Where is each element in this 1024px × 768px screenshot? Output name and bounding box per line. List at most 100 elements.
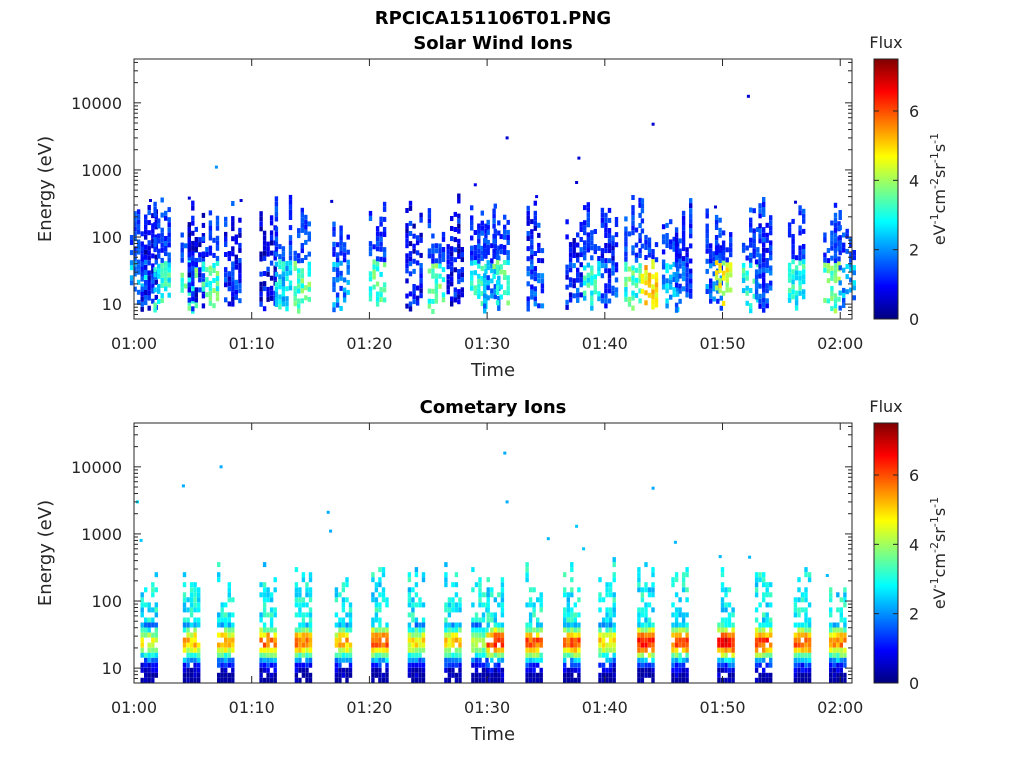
spectrogram-cell — [217, 617, 221, 623]
spectrogram-cell — [490, 288, 494, 294]
spectrogram-cell — [278, 304, 282, 310]
spectrogram-cell — [297, 258, 301, 264]
spectrogram-cell — [144, 249, 148, 255]
spectrogram-cell — [385, 647, 389, 653]
spectrogram-cell — [450, 281, 454, 287]
spectrogram-cell — [573, 632, 577, 638]
spectrogram-cell — [151, 637, 155, 643]
spectrogram-cell — [532, 652, 536, 658]
spectrogram-cell — [716, 288, 720, 294]
spectrogram-cell — [566, 602, 570, 608]
spectrogram-cell — [533, 286, 537, 292]
spectrogram-cell — [193, 647, 197, 653]
spectrogram-cell — [758, 637, 762, 643]
spectrogram-cell — [503, 275, 507, 280]
spectrogram-cell — [678, 597, 682, 603]
spectrogram-cell — [421, 632, 426, 638]
spectrogram-cell — [506, 235, 510, 240]
spectrogram-cell — [308, 592, 313, 598]
spectrogram-cell — [136, 214, 141, 220]
spectrogram-cell — [533, 276, 537, 282]
spectrogram-cell — [227, 672, 231, 678]
spectrogram-cell — [187, 305, 191, 311]
spectrogram-cell — [624, 231, 628, 237]
spectrogram-cell — [164, 286, 168, 292]
spectrogram-cell — [419, 212, 423, 218]
spectrogram-cell — [685, 272, 689, 278]
spectrogram-cell — [381, 642, 386, 648]
spectrogram-cell — [762, 592, 766, 598]
spectrogram-cell — [412, 294, 416, 299]
spectrogram-cell — [661, 279, 666, 285]
spectrogram-cell — [731, 622, 735, 628]
spectrogram-cell — [478, 617, 482, 623]
spectrogram-cell — [493, 652, 497, 658]
spectrogram-cell — [140, 592, 144, 598]
spectrogram-cell — [525, 657, 529, 663]
spectrogram-cell — [262, 677, 267, 683]
spectrogram-cell — [305, 677, 309, 683]
spectrogram-cell — [506, 290, 510, 296]
spectrogram-cell — [486, 229, 490, 235]
spectrogram-cell — [189, 622, 194, 628]
spectrogram-cell — [151, 592, 155, 598]
spectrogram-cell — [154, 572, 158, 578]
spectrogram-cell — [332, 221, 336, 227]
spectrogram-cell — [537, 303, 541, 309]
spectrogram-cell — [807, 627, 812, 633]
spectrogram-cell — [640, 208, 645, 214]
spectrogram-cell — [758, 228, 762, 234]
spectrogram-cell — [273, 642, 277, 648]
spectrogram-cell — [381, 632, 386, 638]
spectrogram-cell — [674, 232, 679, 238]
spectrogram-cell — [568, 292, 573, 298]
spectrogram-cell — [375, 281, 380, 287]
spectrogram-cell — [579, 292, 583, 298]
spectrogram-cell — [278, 274, 282, 280]
spectrogram-cell — [335, 252, 340, 258]
spectrogram-cell — [259, 301, 263, 307]
y-tick-label: 100 — [91, 228, 122, 247]
spectrogram-cell — [829, 662, 833, 668]
spectrogram-cell — [674, 262, 679, 268]
spectrogram-cell — [678, 642, 682, 648]
spectrogram-cell — [717, 662, 721, 668]
spectrogram-cell — [605, 672, 609, 678]
spectrogram-cell — [186, 657, 190, 663]
spectrogram-cell — [224, 667, 228, 673]
spectrogram-cell — [532, 657, 536, 663]
spectrogram-cell — [160, 293, 164, 299]
spectrogram-cell — [486, 607, 490, 613]
spectrogram-cell — [133, 236, 137, 242]
spectrogram-cell — [144, 280, 148, 285]
spectrogram-cell — [285, 301, 289, 307]
spectrogram-cell — [852, 270, 856, 276]
spectrogram-cell — [705, 248, 709, 254]
spectrogram-cell — [500, 587, 505, 593]
spectrogram-cell — [651, 299, 655, 305]
spectrogram-cell — [721, 300, 726, 306]
spectrogram-cell — [845, 228, 849, 234]
spectrogram-cell — [191, 271, 195, 276]
spectrogram-cell — [444, 572, 448, 578]
spectrogram-cell — [418, 632, 422, 638]
spectrogram-cell — [441, 247, 446, 252]
spectrogram-cell — [758, 627, 762, 633]
spectrogram-cell — [572, 263, 576, 269]
spectrogram-cell — [182, 642, 187, 648]
spectrogram-cell — [300, 278, 304, 284]
spectrogram-cell — [407, 577, 412, 583]
spectrogram-cell — [305, 672, 309, 678]
spectrogram-cell — [427, 213, 432, 219]
spectrogram-cell — [378, 567, 382, 573]
y-tick-label: 10 — [102, 295, 122, 314]
spectrogram-cell — [601, 652, 606, 658]
spectrogram-cell — [607, 207, 612, 213]
spectrogram-cell — [262, 255, 267, 261]
spectrogram-cell — [408, 291, 413, 297]
spectrogram-cell — [477, 223, 481, 229]
spectrogram-cell — [167, 227, 171, 233]
spectrogram-cell — [568, 252, 573, 258]
panel-title: Solar Wind Ions — [413, 33, 572, 54]
spectrogram-cell — [492, 238, 496, 244]
